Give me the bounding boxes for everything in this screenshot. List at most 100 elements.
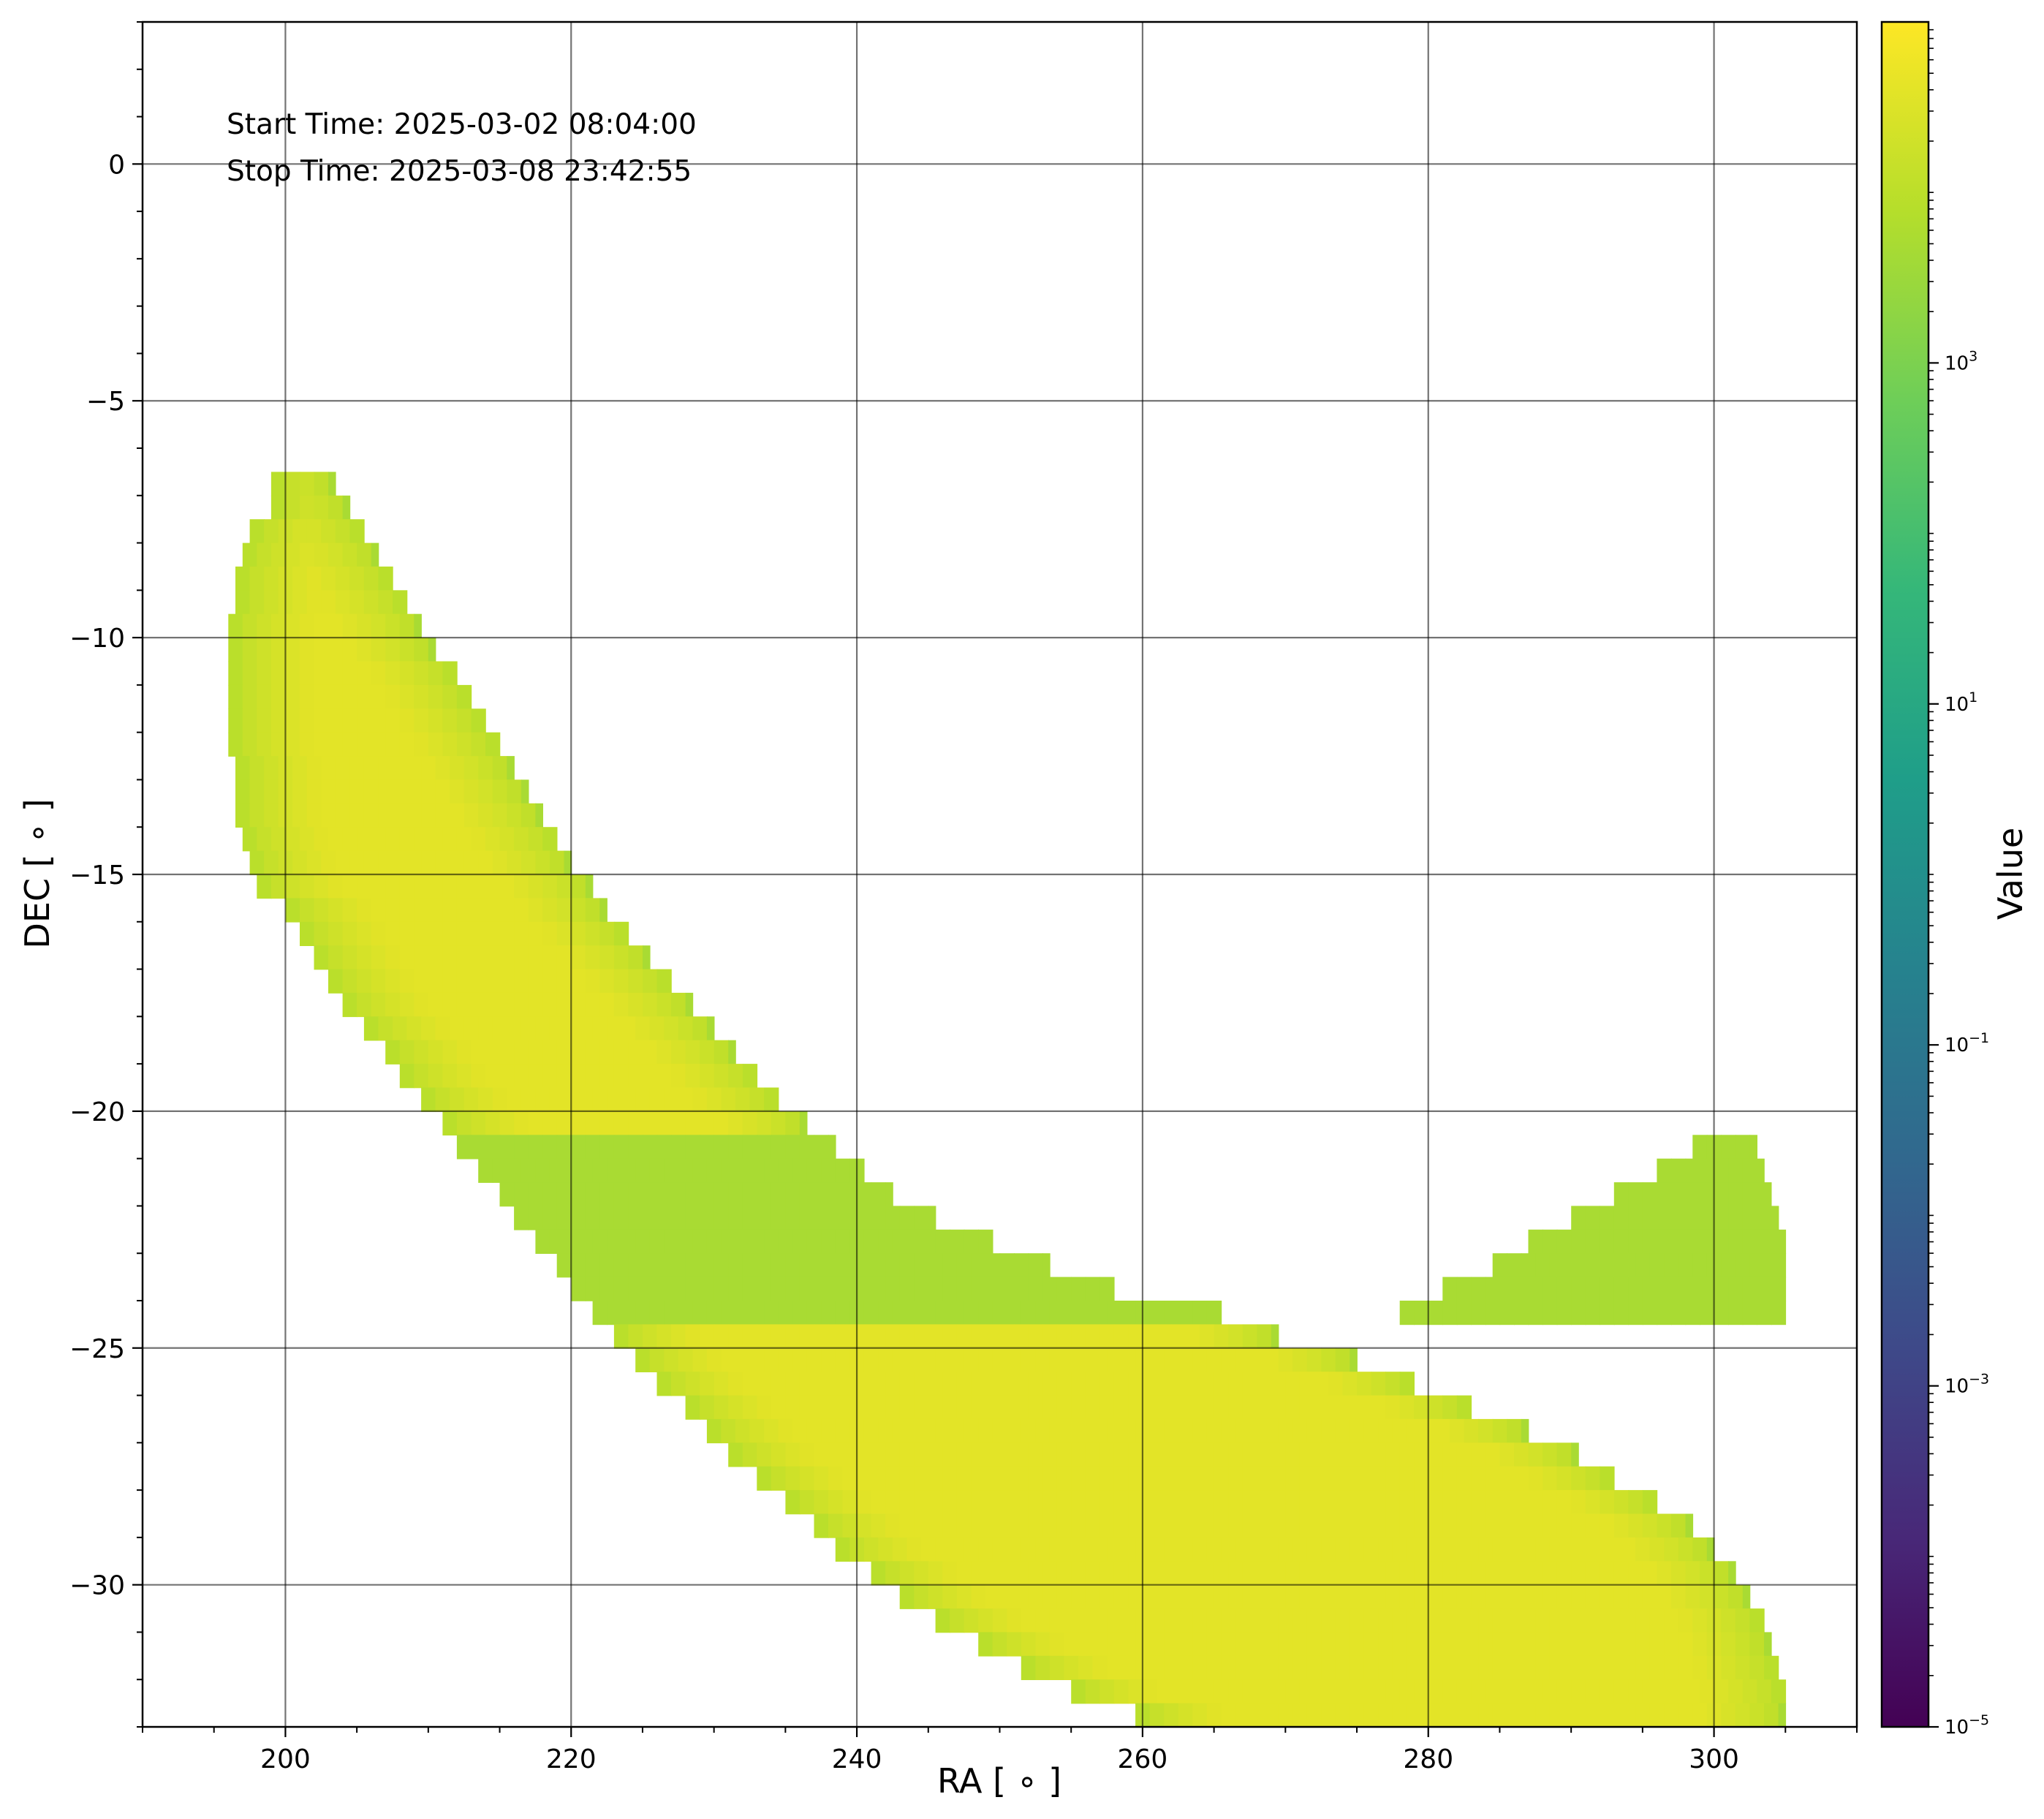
- heat-cell: [992, 1608, 1007, 1633]
- heat-cell: [749, 1347, 765, 1372]
- heat-cell: [1164, 1347, 1179, 1372]
- heat-cell: [1385, 1513, 1401, 1538]
- y-axis-title: DEC [ ∘ ]: [18, 798, 57, 948]
- heat-cell: [664, 1087, 679, 1112]
- heat-cell: [507, 1016, 522, 1041]
- heat-cell: [1128, 1324, 1143, 1349]
- heat-cell: [357, 613, 372, 638]
- heat-cell: [521, 850, 537, 875]
- heat-cell: [1292, 1347, 1308, 1372]
- heat-cell: [1128, 1442, 1143, 1467]
- heat-cell: [471, 1111, 486, 1136]
- heat-cell: [264, 519, 279, 544]
- heat-cell: [321, 519, 336, 544]
- heat-cell: [1014, 1561, 1029, 1586]
- heat-cell: [906, 1301, 922, 1326]
- heat-cell: [1042, 1395, 1058, 1420]
- heat-cell: [1492, 1418, 1507, 1444]
- heat-cell: [906, 1418, 922, 1444]
- heat-cell: [799, 1111, 808, 1136]
- heat-cell: [1164, 1655, 1179, 1680]
- heat-cell: [914, 1395, 929, 1420]
- heat-cell: [1335, 1608, 1350, 1633]
- heat-cell: [1685, 1584, 1700, 1609]
- heat-cell: [314, 472, 329, 496]
- heat-cell: [528, 945, 543, 970]
- heat-cell: [1171, 1679, 1186, 1704]
- heat-cell: [393, 1016, 408, 1041]
- heat-cell: [828, 1372, 844, 1396]
- heat-cell: [285, 827, 300, 852]
- heat-cell: [385, 708, 401, 733]
- heat-cell: [1121, 1655, 1136, 1680]
- heat-cell: [599, 1277, 615, 1301]
- heat-cell: [1778, 1703, 1787, 1727]
- heat-cell: [328, 708, 344, 733]
- heat-cell: [456, 827, 472, 852]
- heat-cell: [778, 1229, 793, 1254]
- heat-cell: [378, 1016, 393, 1041]
- heat-cell: [1392, 1703, 1408, 1727]
- heat-cell: [742, 1442, 758, 1467]
- heat-cell: [1257, 1513, 1272, 1538]
- heat-cell: [1628, 1584, 1643, 1609]
- heat-cell: [456, 1135, 472, 1160]
- heat-cell: [1485, 1513, 1501, 1538]
- heat-cell: [1257, 1584, 1272, 1609]
- heat-cell: [399, 1040, 415, 1064]
- heat-cell: [478, 1087, 493, 1112]
- heat-cell: [1399, 1561, 1415, 1586]
- heat-cell: [542, 1135, 558, 1160]
- heat-cell: [471, 732, 486, 757]
- heat-cell: [656, 1111, 672, 1136]
- heat-cell: [399, 638, 415, 662]
- heat-cell: [1214, 1466, 1229, 1491]
- heat-cell: [1278, 1632, 1293, 1657]
- heat-cell: [1235, 1655, 1251, 1680]
- heat-cell: [628, 1064, 643, 1089]
- y-tick-label: −30: [69, 1571, 125, 1601]
- heat-cell: [742, 1111, 758, 1136]
- heat-cell: [799, 1466, 815, 1491]
- heat-cell: [1299, 1490, 1315, 1515]
- heat-cell: [442, 827, 458, 852]
- heat-cell: [1085, 1584, 1101, 1609]
- heat-cell: [1107, 1418, 1122, 1444]
- heat-cell: [421, 1016, 436, 1041]
- heat-cell: [1049, 1608, 1065, 1633]
- heat-cell: [1164, 1632, 1179, 1657]
- colorbar-tick-label: 10−1: [1945, 1030, 1989, 1056]
- heat-cell: [1571, 1584, 1586, 1609]
- heat-cell: [1128, 1679, 1143, 1704]
- heat-cell: [1164, 1301, 1179, 1326]
- heat-cell: [956, 1442, 972, 1467]
- heat-cell: [1078, 1347, 1094, 1372]
- heat-cell: [771, 1135, 787, 1160]
- heat-cell: [1450, 1632, 1465, 1657]
- heat-cell: [1014, 1490, 1029, 1515]
- heat-cell: [706, 1229, 722, 1254]
- heat-cell: [785, 1206, 800, 1230]
- heat-cell: [1742, 1679, 1757, 1704]
- heat-cell: [978, 1418, 993, 1444]
- heat-cell: [1392, 1632, 1408, 1657]
- heat-cell: [1014, 1466, 1029, 1491]
- heat-cell: [1435, 1632, 1450, 1657]
- heat-cell: [1357, 1395, 1372, 1420]
- heat-cell: [257, 827, 272, 852]
- heat-cell: [1485, 1301, 1501, 1326]
- heat-cell: [421, 850, 436, 875]
- heat-cell: [1099, 1395, 1115, 1420]
- heat-cell: [1535, 1608, 1551, 1633]
- heat-cell: [1064, 1632, 1079, 1657]
- heat-cell: [828, 1490, 844, 1515]
- heat-cell: [1157, 1679, 1172, 1704]
- heat-cell: [1642, 1584, 1658, 1609]
- heat-cell: [1628, 1229, 1643, 1254]
- heat-cell: [628, 969, 643, 994]
- heat-cell: [371, 613, 386, 638]
- heat-cell: [1249, 1608, 1265, 1633]
- heat-cell: [857, 1206, 872, 1230]
- heat-cell: [1228, 1679, 1244, 1704]
